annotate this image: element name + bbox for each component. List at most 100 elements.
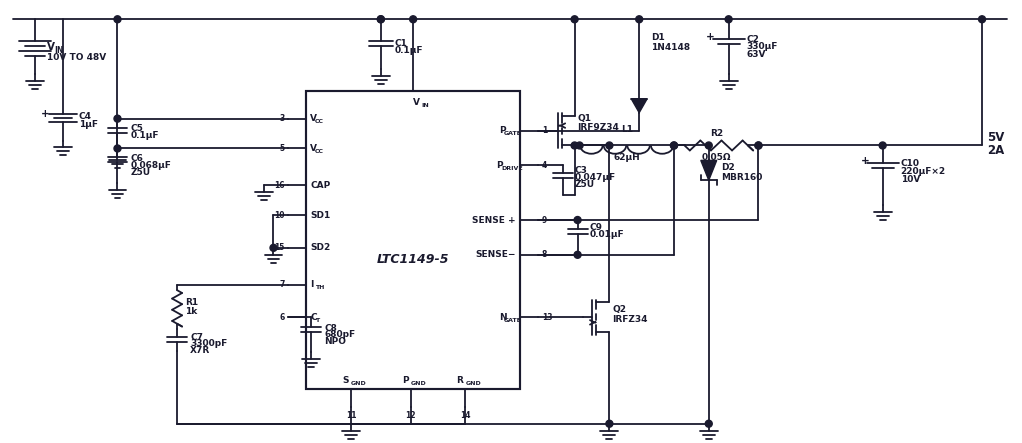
- Circle shape: [114, 16, 121, 23]
- Circle shape: [726, 16, 732, 23]
- Text: IN: IN: [54, 46, 63, 54]
- Polygon shape: [632, 99, 647, 113]
- Text: 1k: 1k: [185, 307, 197, 316]
- Circle shape: [978, 16, 985, 23]
- Text: 3300pF: 3300pF: [190, 339, 227, 348]
- Text: 63V: 63V: [746, 50, 766, 58]
- Text: 5V: 5V: [987, 131, 1005, 144]
- Text: 0.1µF: 0.1µF: [394, 46, 423, 54]
- Text: 6: 6: [279, 313, 284, 322]
- Text: 0.1µF: 0.1µF: [131, 131, 158, 140]
- Text: 12: 12: [406, 411, 416, 420]
- Text: 14: 14: [460, 411, 470, 420]
- Text: GND: GND: [465, 381, 481, 386]
- Text: 330µF: 330µF: [746, 42, 778, 51]
- Text: I: I: [311, 280, 314, 289]
- Text: 10V TO 48V: 10V TO 48V: [47, 53, 106, 62]
- Text: CAP: CAP: [311, 181, 330, 190]
- Text: 7: 7: [279, 280, 284, 289]
- Text: V: V: [413, 98, 420, 107]
- Text: 11: 11: [345, 411, 357, 420]
- Text: 220µF×2: 220µF×2: [900, 167, 945, 176]
- Text: GND: GND: [411, 381, 426, 386]
- Text: C: C: [311, 313, 317, 322]
- Text: 5: 5: [279, 144, 284, 153]
- Text: 0.01µF: 0.01µF: [590, 230, 624, 239]
- Text: C5: C5: [131, 124, 143, 133]
- Text: SENSE +: SENSE +: [472, 215, 516, 225]
- Text: P: P: [497, 161, 503, 170]
- Text: LTC1149-5: LTC1149-5: [377, 253, 450, 266]
- Text: P: P: [402, 377, 409, 385]
- Text: MBR160: MBR160: [721, 173, 762, 182]
- Text: 15: 15: [274, 243, 284, 253]
- Circle shape: [574, 217, 582, 223]
- Text: GATE: GATE: [504, 131, 522, 136]
- Circle shape: [270, 245, 277, 251]
- Text: IN: IN: [421, 103, 429, 108]
- Circle shape: [636, 16, 643, 23]
- Text: TH: TH: [315, 285, 324, 290]
- Text: 9: 9: [542, 215, 547, 225]
- Text: 680pF: 680pF: [324, 330, 356, 339]
- Text: SD1: SD1: [311, 210, 330, 220]
- Text: D2: D2: [721, 163, 735, 172]
- Text: L1: L1: [620, 124, 633, 133]
- Circle shape: [114, 145, 121, 152]
- Text: +: +: [41, 109, 49, 119]
- Text: 1: 1: [542, 126, 547, 135]
- Text: CC: CC: [315, 149, 324, 154]
- Text: V: V: [311, 144, 317, 153]
- Text: 1µF: 1µF: [79, 120, 98, 129]
- Text: D1: D1: [651, 33, 665, 42]
- Circle shape: [755, 142, 762, 149]
- Text: 10V: 10V: [900, 175, 920, 184]
- Circle shape: [576, 142, 583, 149]
- Circle shape: [571, 16, 578, 23]
- Circle shape: [574, 251, 582, 258]
- Circle shape: [755, 142, 762, 149]
- Text: DRIVE: DRIVE: [501, 166, 522, 171]
- Text: +: +: [861, 156, 869, 167]
- Text: T: T: [315, 318, 319, 323]
- Text: Q1: Q1: [577, 114, 592, 123]
- Polygon shape: [701, 160, 716, 180]
- Text: 3: 3: [279, 114, 284, 123]
- Text: 62µH: 62µH: [613, 153, 640, 163]
- Text: SD2: SD2: [311, 243, 330, 253]
- Text: 10: 10: [274, 210, 284, 220]
- Text: Z5U: Z5U: [574, 180, 595, 189]
- Text: GND: GND: [351, 381, 367, 386]
- Text: 0.047µF: 0.047µF: [574, 173, 615, 182]
- Circle shape: [571, 142, 578, 149]
- Text: C10: C10: [900, 159, 920, 168]
- Text: R2: R2: [709, 128, 723, 137]
- Circle shape: [705, 142, 712, 149]
- Circle shape: [879, 142, 886, 149]
- Text: C1: C1: [394, 39, 408, 48]
- Text: V: V: [311, 114, 317, 123]
- Text: N: N: [500, 313, 507, 322]
- Text: 8: 8: [542, 250, 547, 259]
- Text: S: S: [342, 377, 350, 385]
- Text: C4: C4: [79, 112, 92, 121]
- Text: C7: C7: [190, 333, 203, 342]
- Text: Q2: Q2: [612, 305, 626, 314]
- Text: R: R: [457, 377, 463, 385]
- Text: NPO: NPO: [324, 337, 346, 346]
- Text: 1N4148: 1N4148: [651, 43, 690, 51]
- Circle shape: [670, 142, 678, 149]
- Text: P: P: [500, 126, 506, 135]
- Text: GATE: GATE: [504, 318, 522, 323]
- Text: IRFZ34: IRFZ34: [612, 315, 648, 324]
- Circle shape: [377, 16, 384, 23]
- Text: IRF9Z34: IRF9Z34: [577, 123, 619, 132]
- Text: C9: C9: [590, 223, 603, 233]
- Circle shape: [114, 115, 121, 122]
- Circle shape: [670, 142, 678, 149]
- Text: C8: C8: [324, 324, 337, 333]
- Bar: [307, 91, 520, 389]
- Text: Z5U: Z5U: [131, 168, 150, 177]
- Text: 0.05Ω: 0.05Ω: [701, 153, 731, 163]
- Circle shape: [705, 420, 712, 427]
